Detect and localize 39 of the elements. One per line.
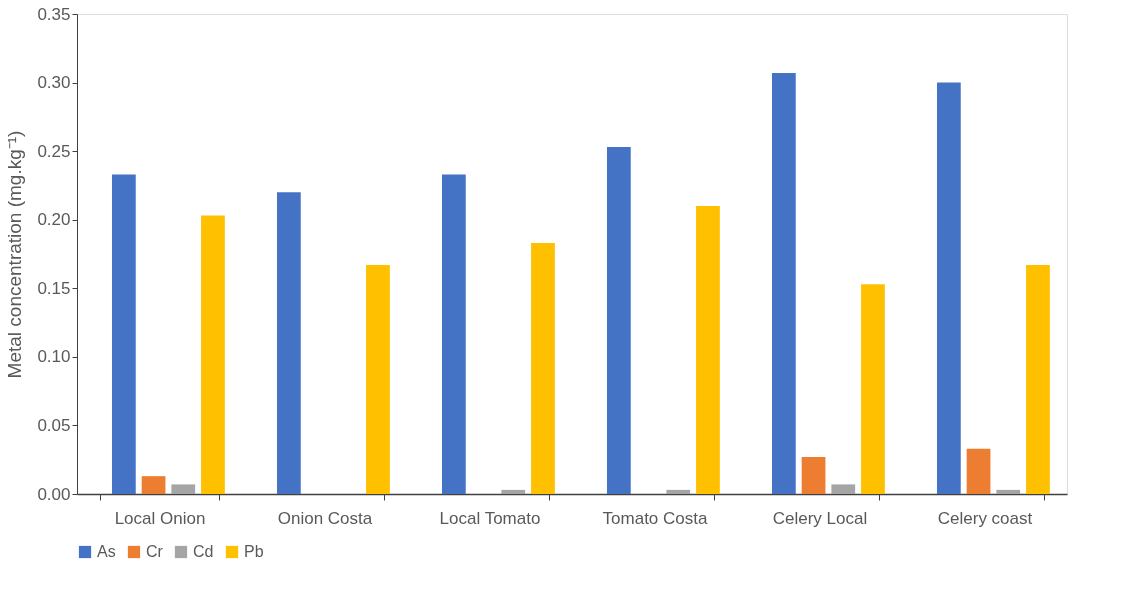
x-tick-label: Celery coast <box>937 508 1033 528</box>
bar <box>771 72 796 494</box>
bar <box>696 206 720 494</box>
y-tick-label: 0.30 <box>37 73 71 93</box>
bar <box>1026 264 1050 494</box>
bar <box>276 192 301 494</box>
bar <box>531 243 555 494</box>
bar <box>201 215 225 494</box>
bar <box>171 484 196 494</box>
legend-label: Pb <box>244 543 264 560</box>
x-tick-label: Celery Local <box>772 508 868 528</box>
bar <box>111 174 136 494</box>
y-tick-label: 0.15 <box>37 278 71 298</box>
bar <box>141 476 166 494</box>
y-tick-label: 0.00 <box>37 484 71 504</box>
y-tick-label: 0.05 <box>37 415 71 435</box>
legend-label: As <box>97 543 116 560</box>
y-tick-label: 0.25 <box>37 141 71 161</box>
bar <box>936 82 961 494</box>
x-tick-label: Onion Costa <box>277 508 373 528</box>
legend-label: Cr <box>146 543 164 560</box>
bar <box>441 174 466 494</box>
y-tick-label: 0.10 <box>37 347 71 367</box>
bar <box>666 489 691 494</box>
y-tick-label: 0.20 <box>37 210 71 230</box>
bar <box>861 284 885 494</box>
bar <box>996 489 1021 494</box>
bar <box>801 456 826 494</box>
legend-label: Cd <box>193 543 214 560</box>
bar <box>501 489 526 494</box>
y-tick-label: 0.35 <box>37 4 71 24</box>
x-tick-label: Tomato Costa <box>602 508 708 528</box>
bar <box>606 147 631 494</box>
x-tick-label: Local Tomato <box>439 508 541 528</box>
bar <box>366 264 390 494</box>
bar <box>831 484 856 494</box>
y-axis-title: Metal concentration (mg.kg⁻¹) <box>4 130 26 379</box>
bar <box>966 448 991 494</box>
x-tick-label: Local Onion <box>114 508 206 528</box>
